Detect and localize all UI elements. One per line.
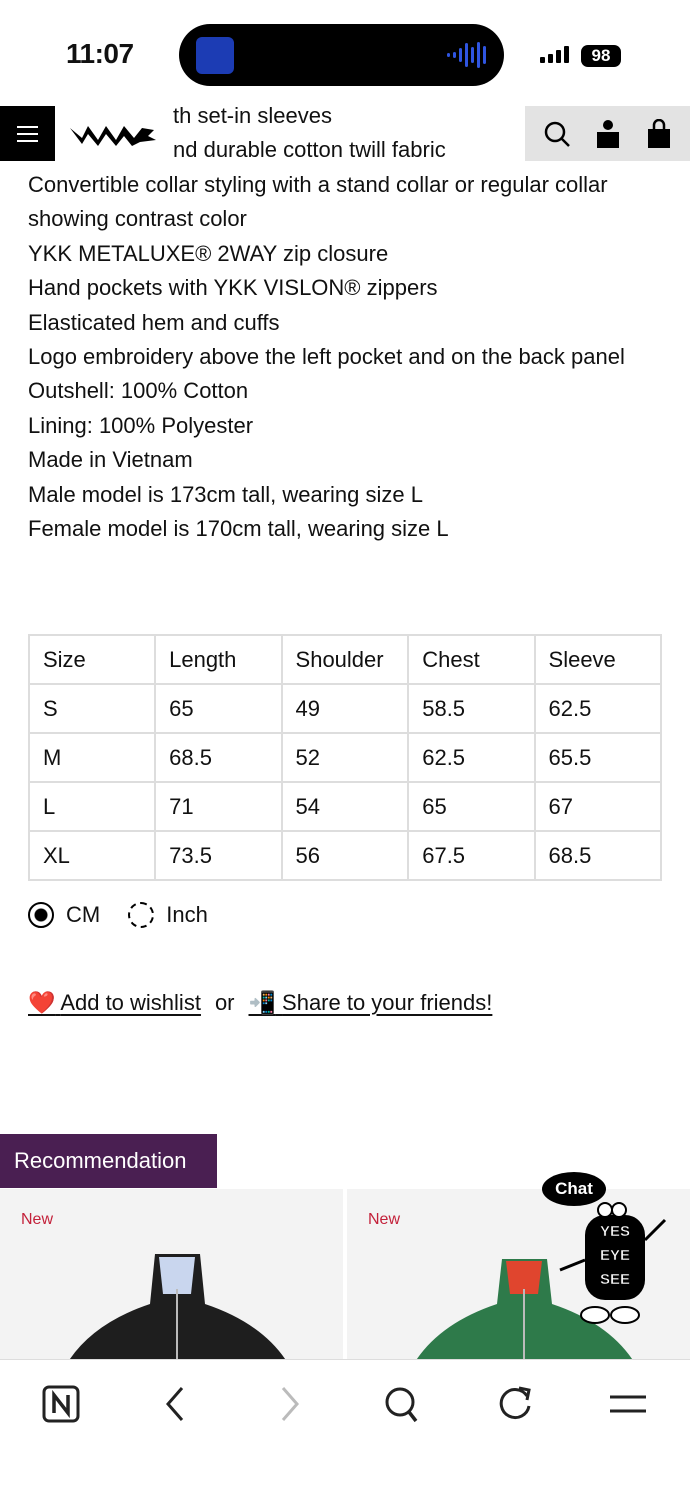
unit-label-inch[interactable]: Inch bbox=[166, 902, 208, 927]
share-label: Share to your friends! bbox=[282, 990, 493, 1015]
cell: S bbox=[27, 683, 157, 734]
radio-inch[interactable] bbox=[128, 902, 155, 928]
cell: 54 bbox=[280, 781, 410, 832]
description-line: Female model is 170cm tall, wearing size… bbox=[28, 516, 449, 542]
cell: 73.5 bbox=[154, 830, 283, 881]
header-cell: Length bbox=[154, 634, 283, 685]
search-icon[interactable] bbox=[543, 120, 571, 148]
header-cell: Shoulder bbox=[280, 634, 410, 685]
description-line: YKK METALUXE® 2WAY zip closure bbox=[28, 240, 389, 266]
cell: 68.5 bbox=[533, 830, 663, 881]
reload-icon[interactable] bbox=[493, 1382, 537, 1426]
description-line: th set-in sleeves bbox=[173, 103, 332, 128]
cell: 67.5 bbox=[407, 830, 536, 881]
radio-cm[interactable] bbox=[28, 902, 54, 928]
back-icon[interactable] bbox=[153, 1382, 197, 1426]
cell: 65 bbox=[407, 781, 536, 832]
share-actions: ❤️ Add to wishlist or 📲 Share to your fr… bbox=[28, 990, 492, 1016]
chat-widget[interactable]: Chat YES EYE SEE bbox=[540, 1170, 680, 1330]
bag-icon[interactable] bbox=[646, 118, 672, 149]
cell: 71 bbox=[154, 781, 283, 832]
table-row: XL 73.5 56 67.5 68.5 bbox=[27, 830, 663, 881]
cell: M bbox=[27, 732, 157, 783]
mascot-icon bbox=[559, 1202, 667, 1324]
new-badge: New bbox=[368, 1211, 401, 1228]
account-icon[interactable] bbox=[595, 119, 621, 149]
cell: 67 bbox=[533, 781, 663, 832]
table-row: M 68.5 52 62.5 65.5 bbox=[27, 732, 663, 783]
cell: 58.5 bbox=[407, 683, 536, 734]
header-cell: Sleeve bbox=[533, 634, 663, 685]
brand-logo[interactable] bbox=[68, 118, 160, 153]
cell: 65.5 bbox=[533, 732, 663, 783]
recommendation-title: Recommendation bbox=[0, 1134, 217, 1188]
header-actions bbox=[525, 106, 690, 161]
description-line: Elasticated hem and cuffs bbox=[28, 309, 280, 335]
description-line: Male model is 173cm tall, wearing size L bbox=[28, 481, 423, 507]
wishlist-label: Add to wishlist bbox=[60, 990, 201, 1015]
cell: 68.5 bbox=[154, 732, 283, 783]
heart-icon: ❤️ bbox=[28, 990, 56, 1015]
battery-indicator: 98 bbox=[581, 45, 621, 67]
product-card[interactable]: New bbox=[0, 1189, 343, 1359]
cell: 56 bbox=[280, 830, 410, 881]
add-to-wishlist-link[interactable]: ❤️ Add to wishlist bbox=[28, 990, 201, 1016]
cell: L bbox=[27, 781, 157, 832]
unit-selector: CM Inch bbox=[28, 902, 208, 928]
status-time: 11:07 bbox=[66, 38, 134, 69]
description-line: Hand pockets with YKK VISLON® zippers bbox=[28, 275, 438, 301]
table-row: L 71 54 65 67 bbox=[27, 781, 663, 832]
cell: XL bbox=[27, 830, 157, 881]
header-cell: Chest bbox=[407, 634, 536, 685]
description-partial: th set-in sleeves nd durable cotton twil… bbox=[173, 99, 446, 167]
n-home-icon[interactable] bbox=[39, 1382, 83, 1426]
mascot-lettering: YES EYE SEE bbox=[599, 1223, 631, 1289]
now-playing-artwork bbox=[196, 37, 234, 74]
cell: 62.5 bbox=[533, 683, 663, 734]
description-line: Logo embroidery above the left pocket an… bbox=[28, 344, 625, 370]
cell: 62.5 bbox=[407, 732, 536, 783]
chat-bubble: Chat bbox=[542, 1172, 606, 1206]
phone-icon: 📲 bbox=[248, 990, 276, 1015]
forward-icon[interactable] bbox=[268, 1382, 312, 1426]
browser-toolbar bbox=[0, 1359, 690, 1500]
product-image bbox=[417, 1259, 632, 1359]
menu-button[interactable] bbox=[0, 106, 55, 161]
audio-wave-icon bbox=[447, 42, 486, 68]
cell: 52 bbox=[280, 732, 410, 783]
share-link[interactable]: 📲 Share to your friends! bbox=[249, 990, 493, 1016]
menu-icon[interactable] bbox=[606, 1382, 650, 1426]
cell: 65 bbox=[154, 683, 283, 734]
description-line: nd durable cotton twill fabric bbox=[173, 137, 446, 162]
size-table: Size Length Shoulder Chest Sleeve S 65 49 58.5 6… bbox=[27, 634, 663, 881]
description-line: Outshell: 100% Cotton bbox=[28, 378, 249, 404]
header-cell: Size bbox=[27, 634, 157, 685]
product-description: Convertible collar styling with a stand … bbox=[28, 168, 668, 546]
description-line: Lining: 100% Polyester bbox=[28, 412, 254, 438]
unit-label-cm[interactable]: CM bbox=[66, 902, 101, 927]
or-text: or bbox=[214, 990, 235, 1015]
new-badge: New bbox=[21, 1211, 54, 1228]
description-line: Made in Vietnam bbox=[28, 447, 193, 473]
description-line: Convertible collar styling with a stand … bbox=[28, 172, 608, 232]
search-icon[interactable] bbox=[380, 1382, 424, 1426]
product-image bbox=[70, 1254, 285, 1359]
dynamic-island bbox=[179, 24, 504, 86]
table-header-row: Size Length Shoulder Chest Sleeve bbox=[27, 634, 663, 685]
cell: 49 bbox=[280, 683, 410, 734]
table-row: S 65 49 58.5 62.5 bbox=[27, 683, 663, 734]
signal-icon bbox=[540, 46, 569, 63]
